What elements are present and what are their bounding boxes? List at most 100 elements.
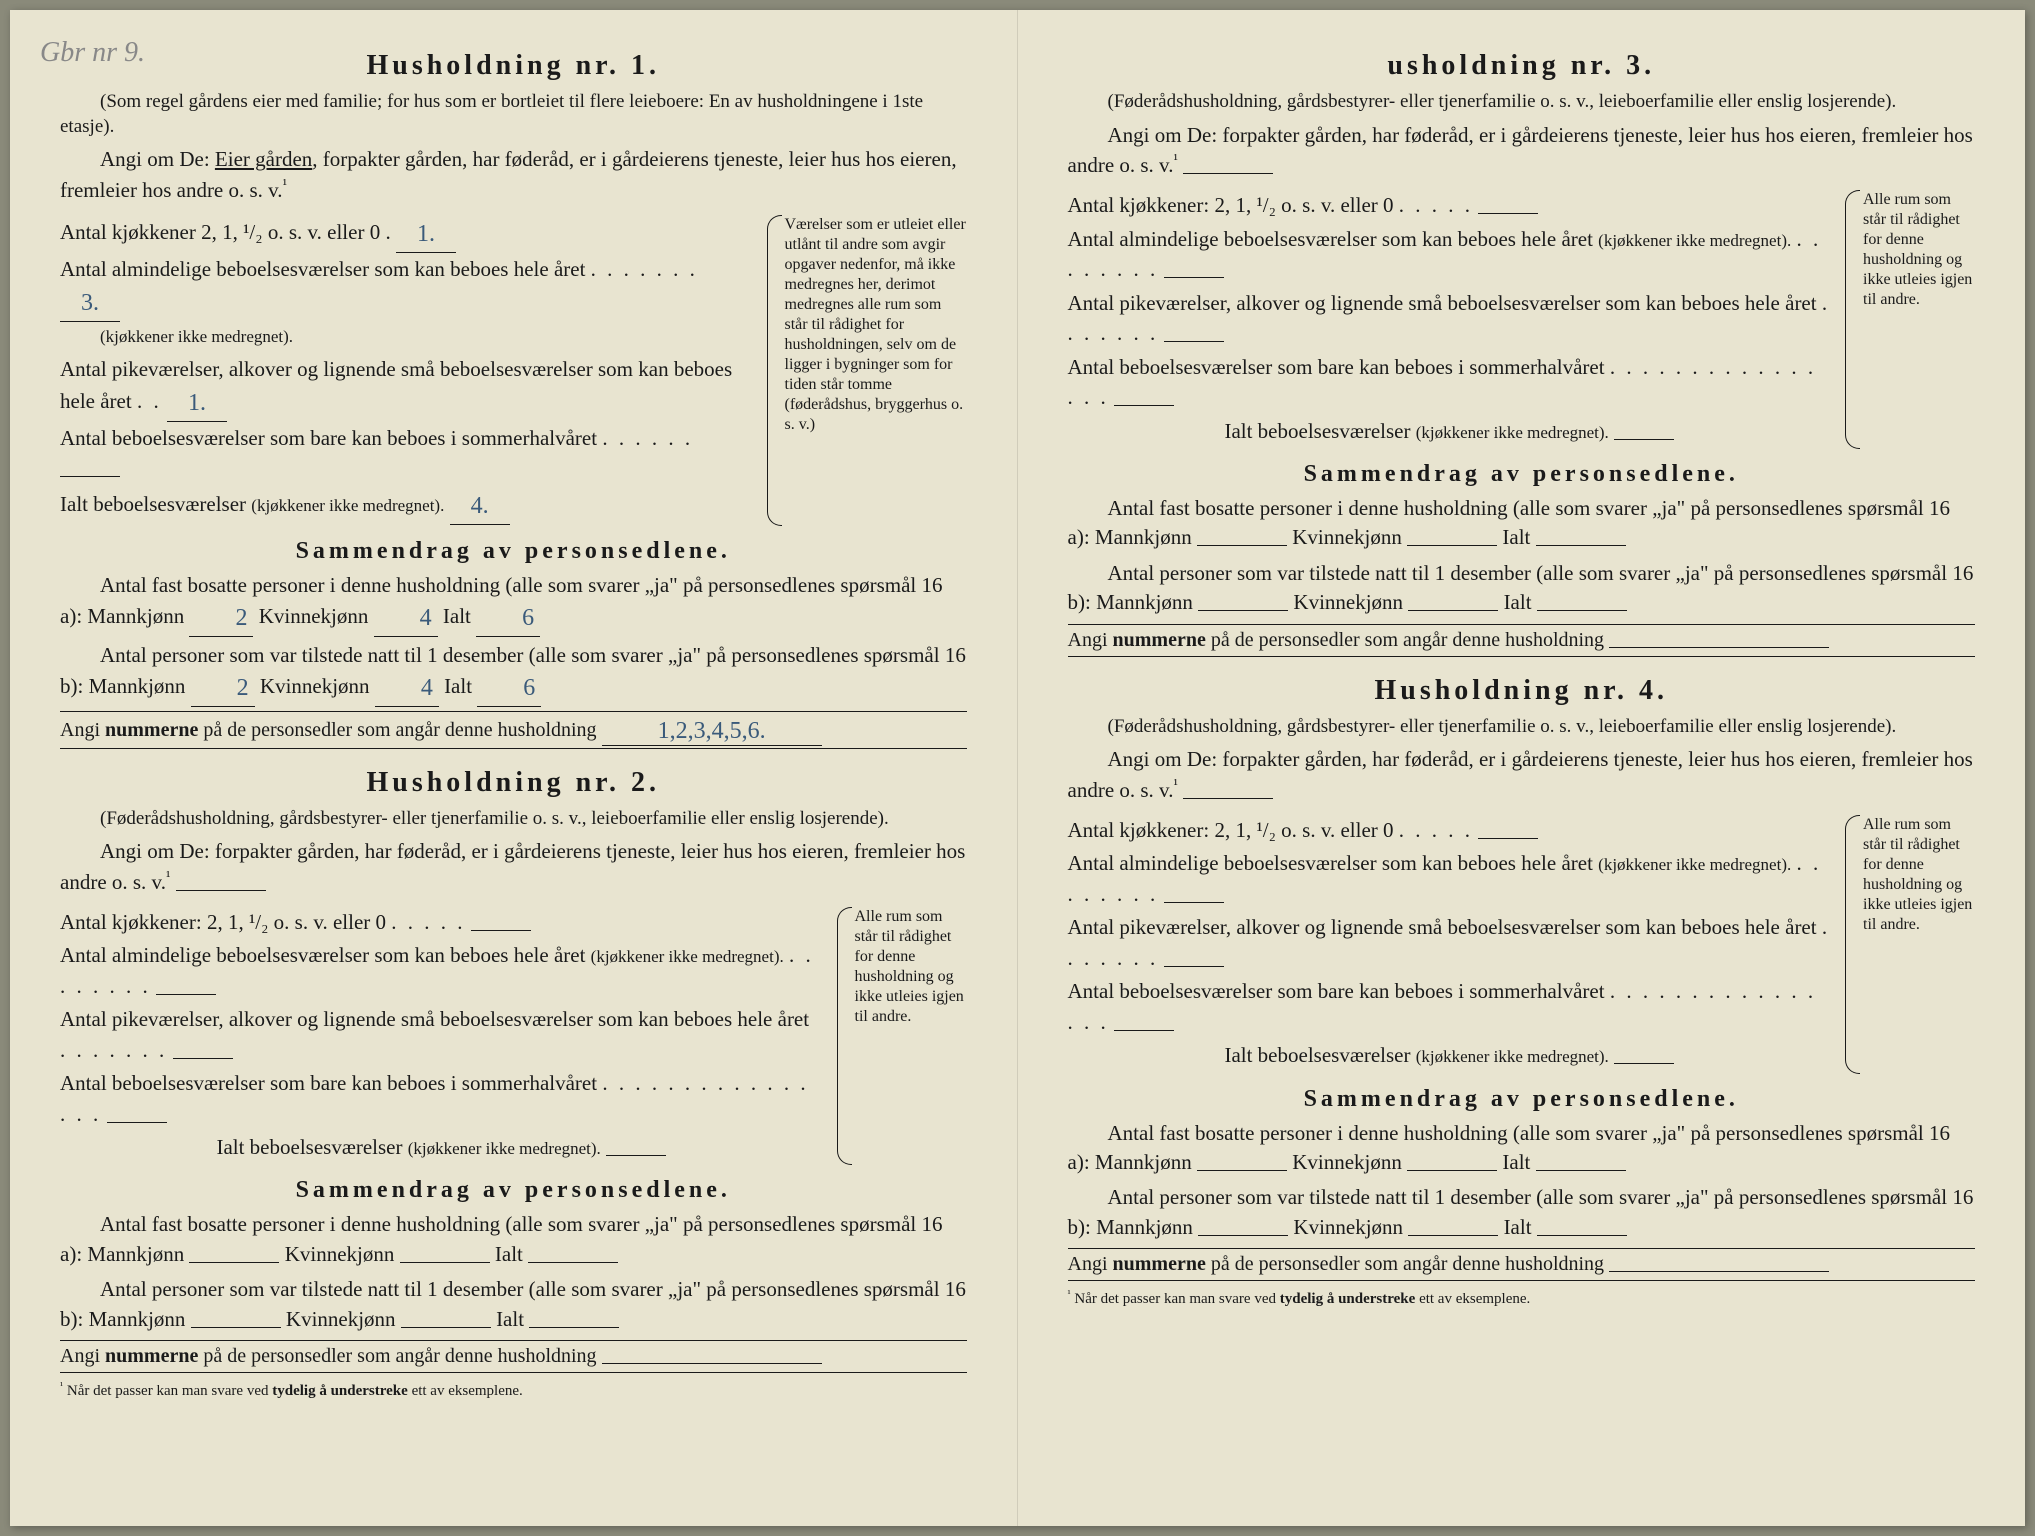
hh1-anginum-bold: nummerne [105,719,198,741]
hh2-l2: Antal almindelige beboelsesværelser som … [60,943,585,967]
hh2-mann1 [189,1262,279,1263]
hh1-subtitle: (Som regel gårdens eier med familie; for… [60,90,967,139]
hh2-an-bold: nummerne [105,1345,198,1367]
fn-text-l: Når det passer kan man svare ved [67,1383,269,1399]
hh3-kv2: Kvinnekjønn [1293,590,1403,614]
hh3-l5: Ialt beboelsesværelser [1224,419,1410,443]
hh4-rooms: Antal kjøkkener: 2, 1, ¹/₂ o. s. v. elle… [1068,815,1976,1074]
hh2-ialt-l2: Ialt [496,1307,524,1331]
hh2-kv1: Kvinnekjønn [285,1242,395,1266]
handwritten-margin-note: Gbr nr 9. [40,40,145,65]
hh2-l5b: (kjøkkener ikke medregnet). [408,1139,601,1158]
fn-marker-r: ¹ [1068,1289,1071,1300]
hh2-angi-fill [176,890,266,891]
hh4-an-pre: Angi [1068,1253,1108,1275]
hh1-rooms-v2: 3. [60,286,120,322]
hh2-angi: Angi om De: forpakter gården, har føderå… [60,837,967,897]
hh4-v2 [1164,902,1224,903]
hh1-angi: Angi om De: Eier gården, forpakter gårde… [60,145,967,205]
hh3-angi: Angi om De: forpakter gården, har føderå… [1068,121,1976,181]
fn-marker-l: ¹ [60,1381,63,1392]
hh1-rooms-l2b: (kjøkkener ikke medregnet). [60,327,293,346]
hh1-rooms-l2: Antal almindelige beboelsesværelser som … [60,257,585,281]
hh1-ialt-label: Ialt [443,604,471,628]
hh4-an-bold: nummerne [1113,1253,1206,1275]
hh4-l2: Antal almindelige beboelsesværelser som … [1068,851,1593,875]
hh2-nums-value [602,1363,822,1364]
hh1-anginum-rest: på de personsedler som angår denne husho… [203,719,596,741]
hh4-ialt2 [1537,1235,1627,1236]
hh4-ialt-l1: Ialt [1502,1150,1530,1174]
hh3-l2: Antal almindelige beboelsesværelser som … [1068,227,1593,251]
hh2-angi-text: Angi om De: forpakter gården, har føderå… [60,839,965,893]
hh1-mann2: 2 [191,672,255,707]
hh3-ialt-l1: Ialt [1502,525,1530,549]
hh3-sammendrag-title: Sammendrag av personsedlene. [1068,461,1976,488]
hh4-angi-text: Angi om De: forpakter gården, har føderå… [1068,747,1973,801]
hh1-kvinne1: 4 [374,602,438,637]
hh4-fnref: ¹ [1173,777,1177,793]
hh2-p1: Antal fast bosatte personer i denne hush… [60,1210,967,1269]
hh1-rooms-v3: 1. [167,386,227,422]
hh1-ialt-label2: Ialt [444,674,472,698]
hh1-angi-underline: Eier gården [215,147,312,171]
hh4-rooms-sidenote: Alle rum som står til rådighet for denne… [1845,815,1975,1074]
hh4-l3: Antal pikeværelser, alkover og lignende … [1068,915,1817,939]
hh2-an-pre: Angi [60,1345,100,1367]
hh3-angi-fill [1183,173,1273,174]
hh4-v5 [1614,1063,1674,1064]
hh3-fnref: ¹ [1173,152,1177,168]
hh4-v4 [1114,1030,1174,1031]
left-page: Gbr nr 9. Husholdning nr. 1. (Som regel … [10,10,1018,1526]
hh2-v2 [156,994,216,995]
hh1-angi-nums: Angi nummerne på de personsedler som ang… [60,711,967,749]
hh1-anginum-pre: Angi [60,719,100,741]
hh1-rooms-fields: Antal kjøkkener 2, 1, ¹/₂ o. s. v. eller… [60,215,753,525]
hh4-title: Husholdning nr. 4. [1068,675,1976,707]
hh3-nums-value [1609,647,1829,648]
hh3-an-pre: Angi [1068,629,1108,651]
right-footnote: ¹ Når det passer kan man svare ved tydel… [1068,1285,1976,1308]
hh1-title: Husholdning nr. 1. [60,50,967,82]
hh2-rooms: Antal kjøkkener: 2, 1, ¹/₂ o. s. v. elle… [60,907,967,1166]
hh4-kvinne1 [1407,1170,1497,1171]
hh3-v1 [1478,213,1538,214]
hh3-rooms: Antal kjøkkener: 2, 1, ¹/₂ o. s. v. elle… [1068,190,1976,449]
hh2-l1: Antal kjøkkener: 2, 1, ¹/₂ o. s. v. elle… [60,910,386,934]
hh1-nums-value: 1,2,3,4,5,6. [602,718,822,746]
hh1-ialt1: 6 [476,602,540,637]
hh4-subtitle: (Føderådshusholdning, gårdsbestyrer- ell… [1068,715,1976,740]
hh2-kvinne1 [400,1262,490,1263]
fn-text-r: Når det passer kan man svare ved [1074,1291,1276,1307]
hh3-an-bold: nummerne [1113,629,1206,651]
hh1-kv-label: Kvinnekjønn [259,604,369,628]
hh3-subtitle: (Føderådshusholdning, gårdsbestyrer- ell… [1068,90,1976,115]
hh3-l5b: (kjøkkener ikke medregnet). [1416,423,1609,442]
hh3-l3: Antal pikeværelser, alkover og lignende … [1068,291,1817,315]
hh3-l1: Antal kjøkkener: 2, 1, ¹/₂ o. s. v. elle… [1068,193,1394,217]
hh2-ialt2 [529,1327,619,1328]
hh4-angi: Angi om De: forpakter gården, har føderå… [1068,745,1976,805]
hh2-l2b: (kjøkkener ikke medregnet). [591,947,784,966]
hh2-sammendrag-title: Sammendrag av personsedlene. [60,1177,967,1204]
household-3: usholdning nr. 3. (Føderådshusholdning, … [1068,50,1976,657]
hh2-ialt-l1: Ialt [495,1242,523,1266]
hh4-sammendrag-title: Sammendrag av personsedlene. [1068,1086,1976,1113]
hh1-kitchen-value: 1. [396,217,456,253]
hh4-kvinne2 [1408,1235,1498,1236]
hh1-kvinne2: 4 [375,672,439,707]
hh4-p1: Antal fast bosatte personer i denne hush… [1068,1119,1976,1178]
hh3-kvinne1 [1407,545,1497,546]
hh4-kv2: Kvinnekjønn [1293,1215,1403,1239]
hh3-v4 [1114,405,1174,406]
hh3-l2b: (kjøkkener ikke medregnet). [1598,231,1791,250]
document-spread: Gbr nr 9. Husholdning nr. 1. (Som regel … [10,10,2025,1526]
hh2-subtitle: (Føderådshusholdning, gårdsbestyrer- ell… [60,807,967,832]
household-2: Husholdning nr. 2. (Føderådshusholdning,… [60,767,967,1401]
hh3-v5 [1614,439,1674,440]
hh3-l4: Antal beboelsesværelser som bare kan beb… [1068,355,1605,379]
hh4-an-rest: på de personsedler som angår denne husho… [1211,1253,1604,1275]
hh2-v3 [173,1058,233,1059]
household-1: Husholdning nr. 1. (Som regel gårdens ei… [60,50,967,749]
left-footnote: ¹ Når det passer kan man svare ved tydel… [60,1377,967,1400]
